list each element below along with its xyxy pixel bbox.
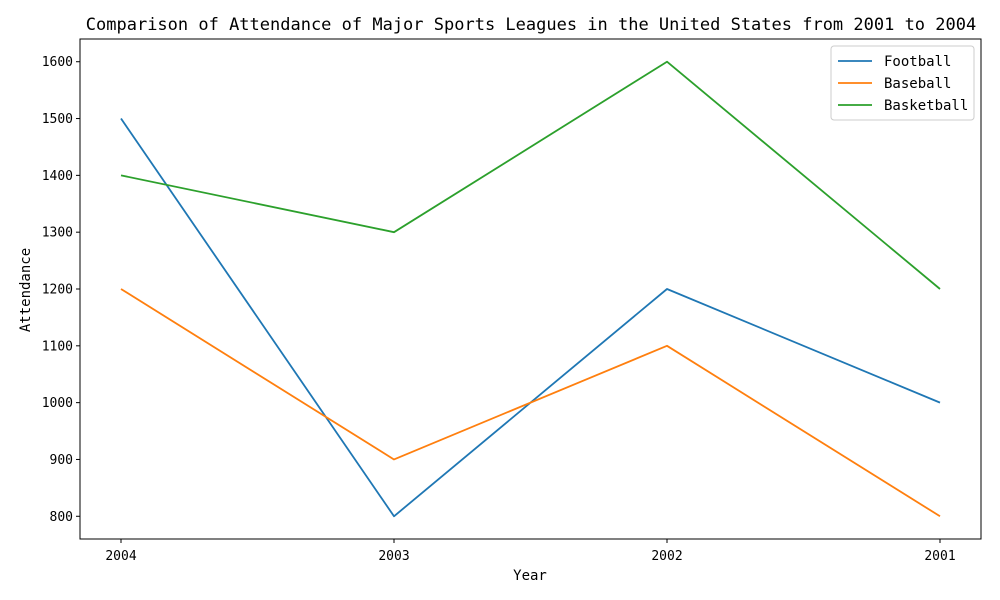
plot-area xyxy=(79,38,982,540)
x-tick-label: 2002 xyxy=(651,549,682,564)
y-tick-label: 1000 xyxy=(42,396,73,411)
y-tick-label: 1300 xyxy=(42,226,73,241)
y-axis-label: Attendance xyxy=(18,248,34,332)
y-tick-label: 1100 xyxy=(42,339,73,354)
y-tick-label: 800 xyxy=(50,510,73,525)
legend: Football Baseball Basketball xyxy=(830,45,975,121)
y-axis: 800 900 1000 1100 1200 1300 1400 1500 1600 xyxy=(42,55,80,525)
x-tick-label: 2003 xyxy=(378,549,409,564)
y-tick-label: 1400 xyxy=(42,169,73,184)
x-axis-label: Year xyxy=(513,568,547,584)
x-tick-label: 2004 xyxy=(105,549,136,564)
y-tick-label: 900 xyxy=(50,453,73,468)
y-tick-label: 1200 xyxy=(42,283,73,298)
legend-box xyxy=(830,45,975,121)
y-tick-label: 1500 xyxy=(42,112,73,127)
legend-label-baseball: Baseball xyxy=(884,76,951,92)
series-line-basketball xyxy=(120,60,941,290)
x-axis: 2004 2003 2002 2001 xyxy=(105,539,956,564)
legend-label-basketball: Basketball xyxy=(884,98,968,114)
series-line-baseball xyxy=(120,288,941,518)
x-tick-label: 2001 xyxy=(924,549,955,564)
series-lines xyxy=(120,60,941,518)
legend-label-football: Football xyxy=(884,54,951,70)
chart-title: Comparison of Attendance of Major Sports… xyxy=(86,15,976,35)
y-tick-label: 1600 xyxy=(42,55,73,70)
